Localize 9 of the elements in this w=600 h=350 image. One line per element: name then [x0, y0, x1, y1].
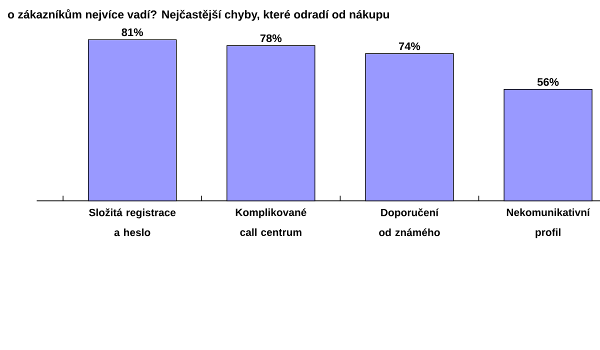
- chart-title: o zákazníkům nejvíce vadí? Nejčastější chyby, které odradí od nákupu: [8, 9, 389, 21]
- data-label: 81%: [122, 28, 144, 36]
- data-label: 74%: [398, 42, 420, 50]
- data-label: 78%: [260, 34, 282, 42]
- x-tick-label: Komplikované call centrum: [236, 208, 306, 236]
- x-tick-label: Složitá registrace a heslo: [89, 208, 176, 236]
- x-tick-label: Nekomunikativní profil: [506, 208, 590, 238]
- data-label: 56%: [537, 78, 559, 86]
- x-tick-label: Doporučení od známého: [379, 208, 440, 236]
